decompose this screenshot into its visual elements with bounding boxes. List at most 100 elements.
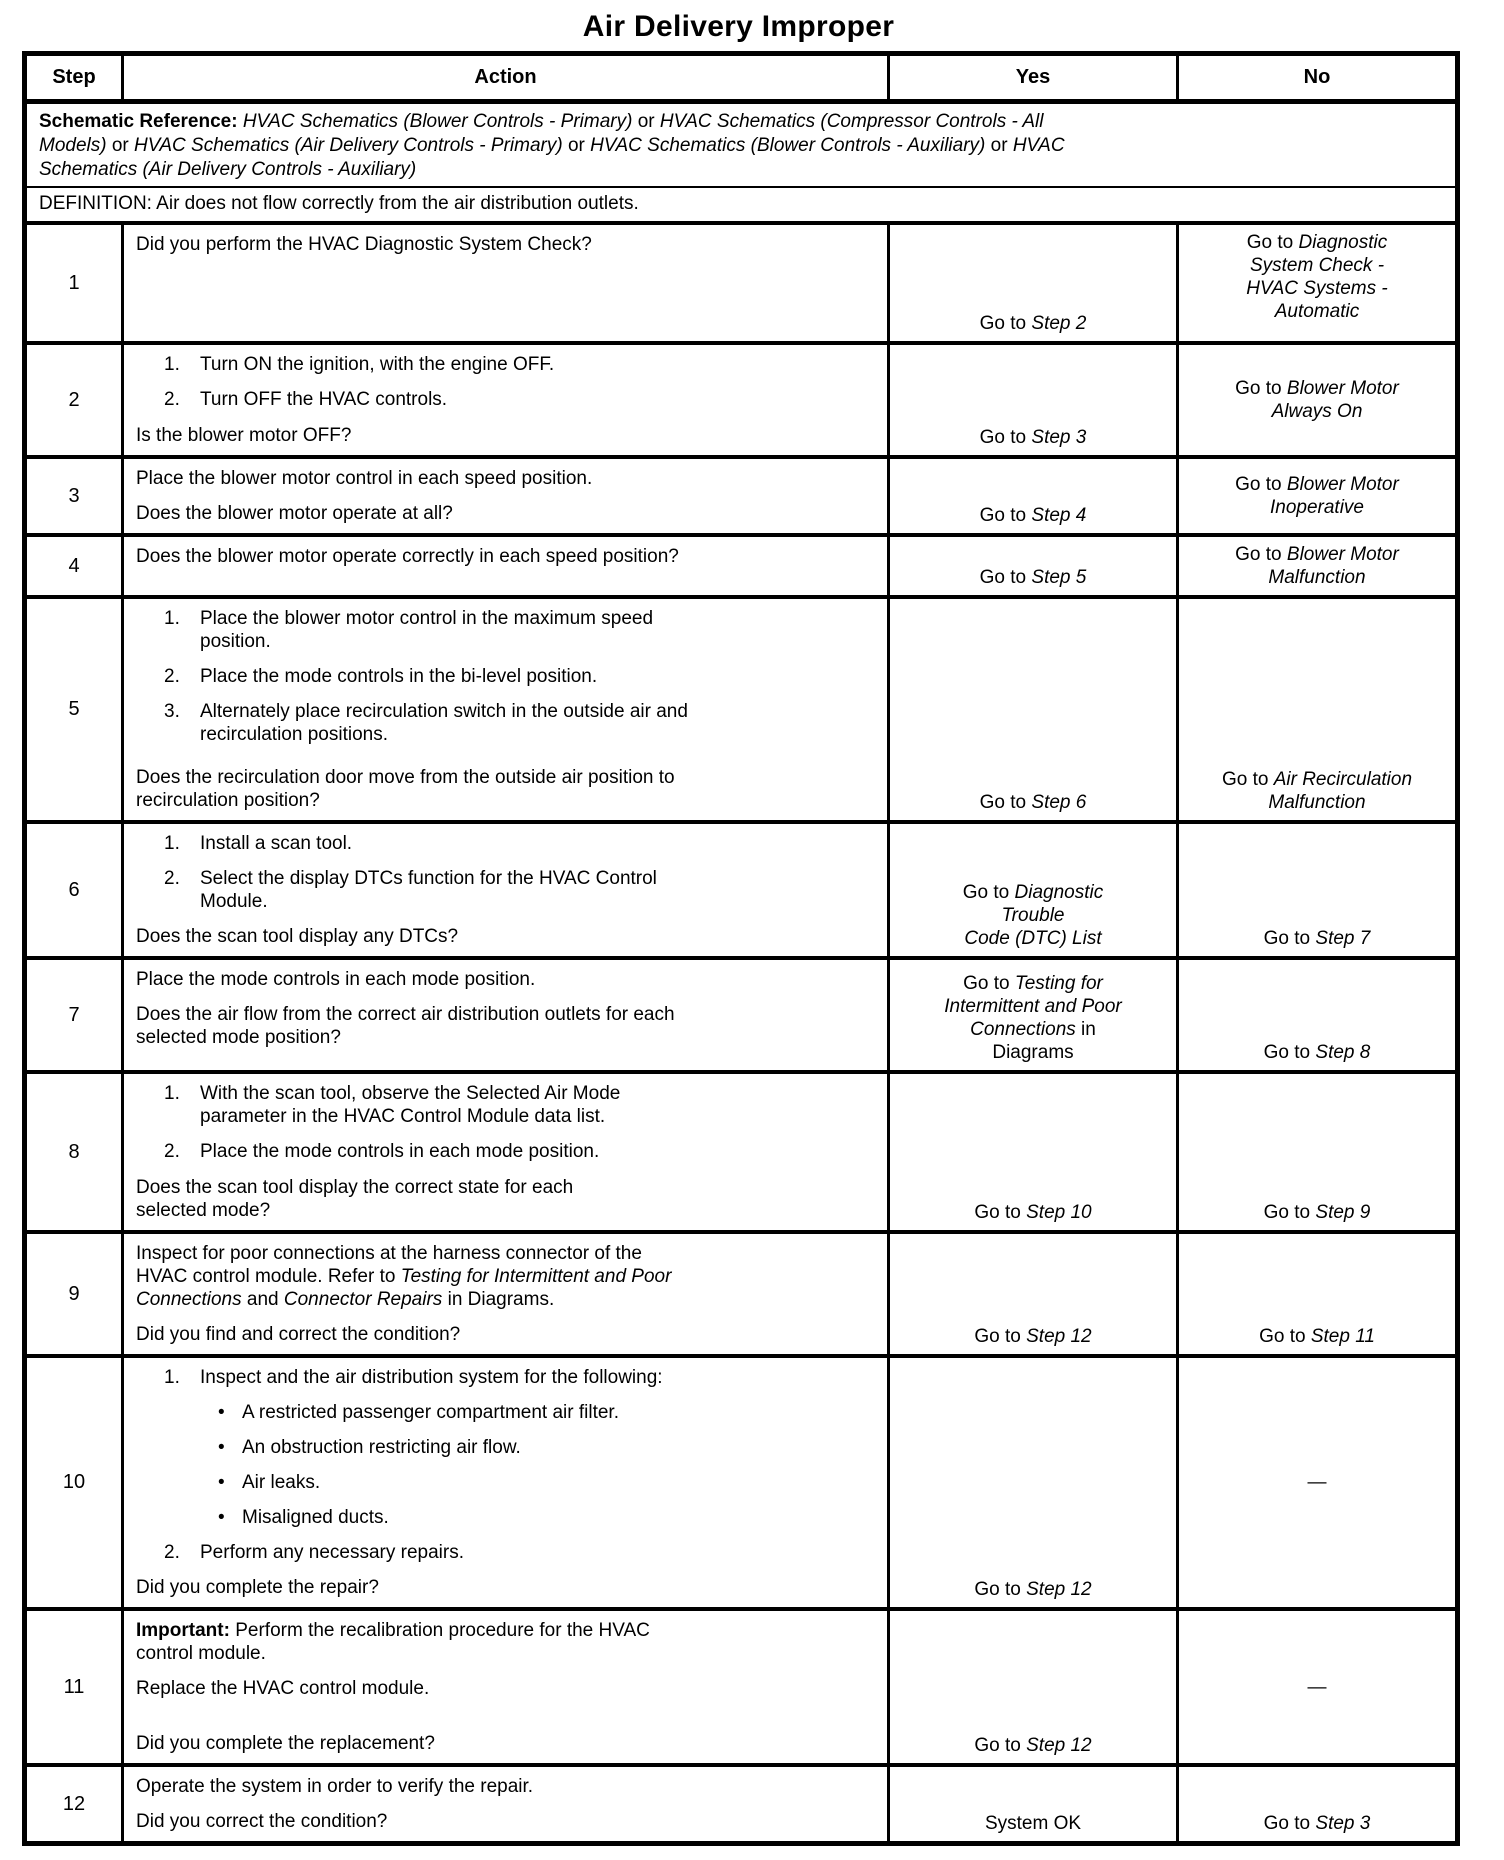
text-segment: Replace the HVAC control module.: [136, 1678, 430, 1699]
action-numbered-item: 2. Place the mode controls in the bi-leve…: [136, 665, 877, 688]
text-segment: Go to: [1235, 474, 1287, 495]
text-segment: Automatic: [1274, 301, 1360, 322]
action-stack: Did you perform the HVAC Diagnostic Syst…: [136, 233, 877, 333]
step-row-4: 4 Does the blower motor operate correctly…: [23, 533, 1459, 599]
action-numbered-item: 2. Select the display DTCs function for t…: [136, 867, 877, 913]
step-row-7: 7 Place the mode controls in each mode po…: [23, 956, 1459, 1074]
text-segment: Operate the system in order to verify th…: [136, 1776, 534, 1797]
action-cell: Inspect for poor connections at the harn…: [121, 1230, 890, 1358]
step-number: 4: [23, 533, 124, 599]
answer-line: Go to Step 10: [898, 1201, 1168, 1224]
action-numbered-item: 2. Turn OFF the HVAC controls.: [136, 388, 877, 411]
no-cell: —: [1176, 1354, 1459, 1611]
item-text: Install a scan tool.: [200, 832, 877, 855]
item-text: With the scan tool, observe the Selected…: [200, 1082, 877, 1128]
action-question: Did you correct the condition?: [136, 1798, 877, 1833]
yes-cell: Go to Step 3: [887, 341, 1179, 459]
header-row: Step Action Yes No: [23, 51, 1459, 104]
action-cell: 1. Inspect and the air distribution syste…: [121, 1354, 890, 1611]
bullet-text: An obstruction restricting air flow.: [242, 1436, 877, 1459]
text-segment: Did you complete the repair?: [136, 1577, 379, 1598]
bullet-text: Air leaks.: [242, 1471, 877, 1494]
no-cell: —: [1176, 1607, 1459, 1767]
yes-cell: Go to Diagnostic Trouble Code (DTC) List: [887, 820, 1179, 960]
text-segment: Install a scan tool.: [200, 833, 353, 854]
answer-line: Go to Blower Motor: [1187, 377, 1447, 400]
text-segment: Connections: [970, 1019, 1076, 1040]
answer-line: Go to Blower Motor: [1187, 543, 1447, 566]
bullet-icon: •: [218, 1402, 225, 1423]
answer-line: Go to Step 7: [1187, 927, 1447, 950]
text-segment: Does the scan tool display the correct s…: [136, 1177, 574, 1221]
answer-line: Diagrams: [898, 1041, 1168, 1064]
action-question: Did you find and correct the condition?: [136, 1311, 877, 1346]
step-row-6: 6 1. Install a scan tool. 2. Select the disp…: [23, 820, 1459, 960]
answer-line: Malfunction: [1187, 791, 1447, 814]
answer-line: Go to Step 11: [1187, 1325, 1447, 1348]
text-segment: Air leaks.: [242, 1472, 321, 1493]
item-number: 2.: [164, 868, 180, 889]
item-number: 1.: [164, 608, 180, 629]
action-stack: Does the blower motor operate correctly …: [136, 545, 877, 587]
text-segment: Step 9: [1315, 1202, 1371, 1223]
text-segment: Testing for Intermittent and Poor Connec…: [136, 1266, 672, 1310]
text-segment: Step 8: [1315, 1042, 1371, 1063]
action-stack: 1. Install a scan tool. 2. Select the displ…: [136, 832, 877, 948]
no-cell: Go to Air Recirculation Malfunction: [1176, 595, 1459, 824]
action-question: Does the blower motor operate at all?: [136, 490, 877, 525]
no-cell: Go to Blower Motor Malfunction: [1176, 533, 1459, 599]
text-segment: Does the blower motor operate correctly …: [136, 546, 679, 567]
action-question: Did you complete the replacement?: [136, 1720, 877, 1755]
text-segment: Did you complete the replacement?: [136, 1733, 435, 1754]
action-text: Does the air flow from the correct air d…: [136, 1003, 877, 1049]
action-stack: 1. Inspect and the air distribution syste…: [136, 1366, 877, 1599]
step-row-8: 8 1. With the scan tool, observe the Selec…: [23, 1070, 1459, 1234]
bullet-icon: •: [218, 1437, 225, 1458]
answer-line: Go to Step 12: [898, 1325, 1168, 1348]
text-segment: Did you perform the HVAC Diagnostic Syst…: [136, 234, 592, 255]
column-header-step: Step: [23, 51, 124, 104]
text-segment: Inspect for poor connections at the harn…: [136, 1243, 642, 1287]
action-numbered-item: 1. With the scan tool, observe the Select…: [136, 1082, 877, 1128]
text-segment: Diagrams: [992, 1042, 1074, 1063]
step-number: 10: [23, 1354, 124, 1611]
text-segment: Perform the recalibration procedure for …: [136, 1620, 650, 1664]
item-text: Place the mode controls in each mode pos…: [200, 1140, 877, 1163]
action-text: Did you perform the HVAC Diagnostic Syst…: [136, 233, 877, 256]
text-segment: Diagnostic: [1014, 882, 1104, 903]
text-segment: Go to: [979, 427, 1032, 448]
text-segment: HVAC Systems -: [1246, 278, 1388, 299]
text-segment: Place the blower motor control in the ma…: [200, 608, 654, 652]
text-segment: Go to: [1221, 769, 1274, 790]
step-row-11: 11 Important: Perform the recalibration p…: [23, 1607, 1459, 1767]
step-row-10: 10 1. Inspect and the air distribution sys…: [23, 1354, 1459, 1611]
text-segment: Diagnostic: [1298, 232, 1388, 253]
bullet-icon: •: [218, 1507, 225, 1528]
step-number: 3: [23, 455, 124, 537]
answer-line: Go to Step 6: [898, 791, 1168, 814]
no-cell: Go to Blower Motor Inoperative: [1176, 455, 1459, 537]
action-cell: 1. Place the blower motor control in the …: [121, 595, 890, 824]
text-segment: Step 12: [1026, 1579, 1092, 1600]
action-question: Does the recirculation door move from th…: [136, 754, 877, 812]
answer-line: Go to Air Recirculation: [1187, 768, 1447, 791]
schematic-reference-row: Schematic Reference: HVAC Schematics (Bl…: [23, 100, 1459, 188]
step-row-2: 2 1. Turn ON the ignition, with the engine…: [23, 341, 1459, 459]
text-segment: Testing for: [1014, 973, 1103, 994]
column-header-no: No: [1176, 51, 1459, 104]
text-segment: HVAC Schematics (Air Delivery Controls -…: [134, 135, 563, 156]
text-segment: Trouble: [1001, 905, 1065, 926]
action-text: Operate the system in order to verify th…: [136, 1775, 877, 1798]
text-segment: Air Recirculation: [1273, 769, 1413, 790]
yes-cell: Go to Step 5: [887, 533, 1179, 599]
yes-cell: Go to Testing for Intermittent and Poor Co…: [887, 956, 1179, 1074]
answer-line: Connections in: [898, 1018, 1168, 1041]
text-segment: or: [562, 135, 591, 156]
text-segment: Turn ON the ignition, with the engine OF…: [200, 354, 555, 375]
yes-cell: Go to Step 12: [887, 1607, 1179, 1767]
text-segment: or: [632, 111, 660, 132]
text-segment: HVAC Schematics (Blower Controls - Auxil…: [590, 135, 986, 156]
item-number: 2.: [164, 1141, 180, 1162]
text-segment: Step 2: [1031, 313, 1087, 334]
item-number: 2.: [164, 389, 180, 410]
